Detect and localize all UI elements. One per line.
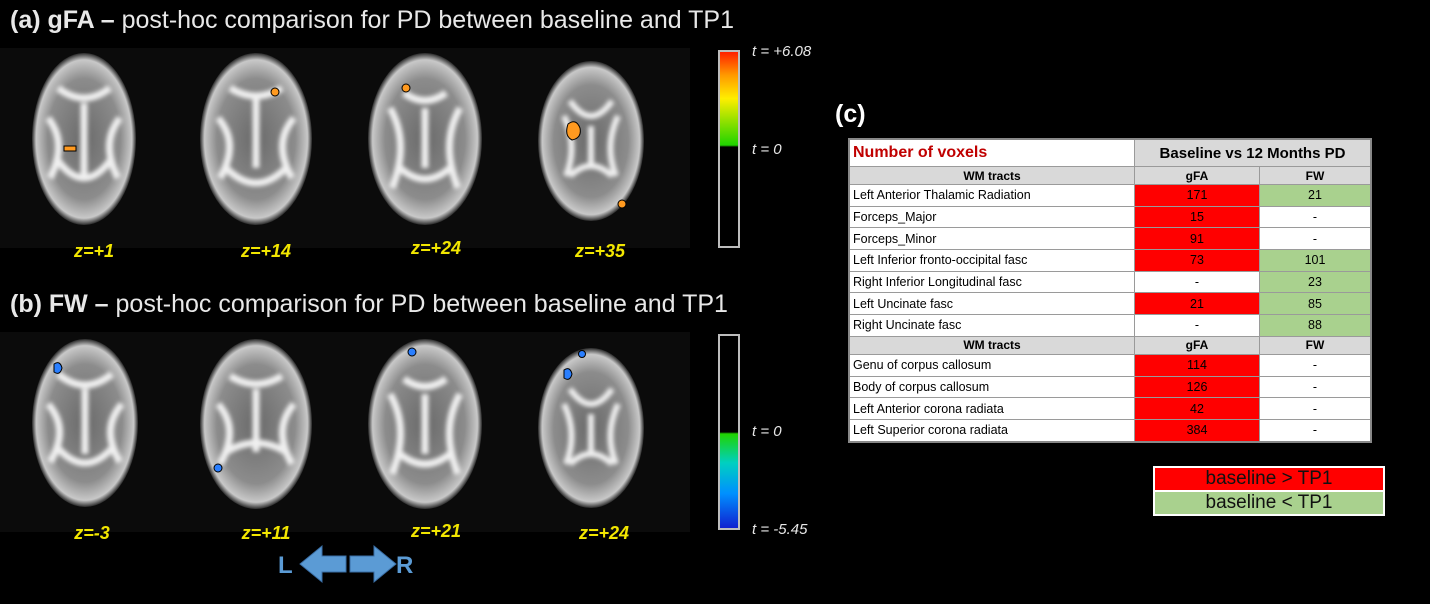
fw-voxel-count: 85 [1259,292,1372,316]
gfa-voxel-count: 384 [1134,418,1260,443]
table-comparison: Baseline vs 12 Months PD [1134,138,1372,167]
tract-name: Right Uncinate fasc [848,314,1135,337]
slice-label-b3: z=+21 [410,521,462,541]
voxel-count-table: Number of voxels Baseline vs 12 Months P… [848,138,1372,443]
panel-c-label: (c) [835,100,866,128]
table-row: Left Uncinate fasc 21 85 [848,292,1372,316]
col-header-fw-2: FW [1259,335,1372,355]
table-row: Body of corpus callosum 126- [848,375,1372,399]
brain-slice-a2 [200,53,312,225]
fw-voxel-count: - [1259,353,1372,377]
fw-voxel-count: - [1259,227,1372,251]
fw-voxel-count: - [1259,418,1372,443]
gfa-voxel-count: 171 [1134,184,1260,207]
table-row: Left Inferior fronto-occipital fasc 73 101 [848,249,1372,272]
tract-name: Left Anterior Thalamic Radiation [848,184,1135,207]
table-row: Right Inferior Longitudinal fasc -23 [848,270,1372,294]
brain-slice-b2 [200,339,312,509]
gfa-voxel-count: 114 [1134,353,1260,377]
brain-slice-a4 [538,61,644,221]
col-header-gfa: gFA [1134,166,1260,185]
table-header-row-2: WM tracts gFA FW [848,335,1372,355]
panel-b-label: (b) FW [10,290,88,318]
orientation-right-label: R [396,552,414,579]
fw-voxel-count: - [1259,375,1372,399]
colorbar-zero-label-a: t = 0 [752,141,782,158]
table-row: Forceps_Minor 91- [848,227,1372,251]
col-header-fw: FW [1259,166,1372,185]
panel-b-dash: – [87,290,116,318]
gfa-voxel-count: 42 [1134,397,1260,420]
slice-label-b2: z=+11 [241,523,291,543]
colorbar-zero-label-b: t = 0 [752,423,782,440]
panel-a-dash: – [93,6,122,34]
table-row: Forceps_Major 15- [848,205,1372,229]
brain-slice-a3 [368,53,482,225]
slice-label-a3: z=+24 [410,238,462,258]
colorbar-min-label: t = -5.45 [752,521,808,538]
slice-label-a2: z=+14 [240,241,292,261]
slice-label-a4: z=+35 [574,241,626,261]
slice-label-b1: z=-3 [74,523,110,543]
orientation-left-label: L [278,552,293,579]
table-title-row: Number of voxels Baseline vs 12 Months P… [848,138,1372,167]
tract-name: Right Inferior Longitudinal fasc [848,270,1135,294]
slice-label-a1: z=+1 [73,241,115,261]
table-header-row-1: WM tracts gFA FW [848,166,1372,185]
brain-slice-b1 [32,339,138,507]
table-row: Left Anterior Thalamic Radiation 171 21 [848,184,1372,207]
slice-label-b4: z=+24 [578,523,630,543]
gfa-voxel-count: - [1134,270,1260,294]
table-row: Right Uncinate fasc -88 [848,314,1372,337]
gfa-voxel-count: 21 [1134,292,1260,316]
panel-a-heading: (a) gFA – post-hoc comparison for PD bet… [10,6,734,35]
col-header-tracts: WM tracts [848,166,1135,185]
legend-increase: baseline > TP1 [1155,468,1383,492]
fw-voxel-count: 101 [1259,249,1372,272]
gfa-voxel-count: 15 [1134,205,1260,229]
tract-name: Body of corpus callosum [848,375,1135,399]
col-header-gfa-2: gFA [1134,335,1260,355]
colorbar-positive [718,50,740,248]
table-row: Left Anterior corona radiata 42- [848,397,1372,420]
color-legend: baseline > TP1 baseline < TP1 [1153,466,1385,516]
fw-voxel-count: 88 [1259,314,1372,337]
tract-name: Left Superior corona radiata [848,418,1135,443]
brain-slice-a1 [32,53,136,225]
tract-name: Left Inferior fronto-occipital fasc [848,249,1135,272]
table-row: Left Superior corona radiata 384- [848,418,1372,443]
panel-a-label: (a) gFA [10,6,94,34]
tract-name: Left Anterior corona radiata [848,397,1135,420]
left-right-arrow-icon [299,544,397,584]
gfa-voxel-count: - [1134,314,1260,337]
fw-voxel-count: 23 [1259,270,1372,294]
brain-slice-b3 [368,339,482,509]
gfa-voxel-count: 126 [1134,375,1260,399]
table-group-1: Left Anterior Thalamic Radiation 171 21 For… [848,184,1372,337]
gfa-voxel-count: 91 [1134,227,1260,251]
fw-voxel-count: - [1259,397,1372,420]
panel-a-title: post-hoc comparison for PD between basel… [121,6,734,34]
gfa-voxel-count: 73 [1134,249,1260,272]
col-header-tracts-2: WM tracts [848,335,1135,355]
panel-b-title: post-hoc comparison for PD between basel… [115,290,728,318]
table-group-2: Genu of corpus callosum 114- Body of corpu… [848,353,1372,443]
tract-name: Left Uncinate fasc [848,292,1135,316]
tract-name: Forceps_Minor [848,227,1135,251]
colorbar-negative [718,334,740,530]
table-title: Number of voxels [848,138,1135,167]
fw-voxel-count: - [1259,205,1372,229]
orientation-indicator: L R [278,542,420,591]
colorbar-max-label: t = +6.08 [752,43,812,60]
tract-name: Genu of corpus callosum [848,353,1135,377]
legend-decrease: baseline < TP1 [1155,492,1383,514]
brain-slice-b4 [538,348,644,508]
fw-voxel-count: 21 [1259,184,1372,207]
panel-b-heading: (b) FW – post-hoc comparison for PD betw… [10,290,728,319]
tract-name: Forceps_Major [848,205,1135,229]
table-row: Genu of corpus callosum 114- [848,353,1372,377]
